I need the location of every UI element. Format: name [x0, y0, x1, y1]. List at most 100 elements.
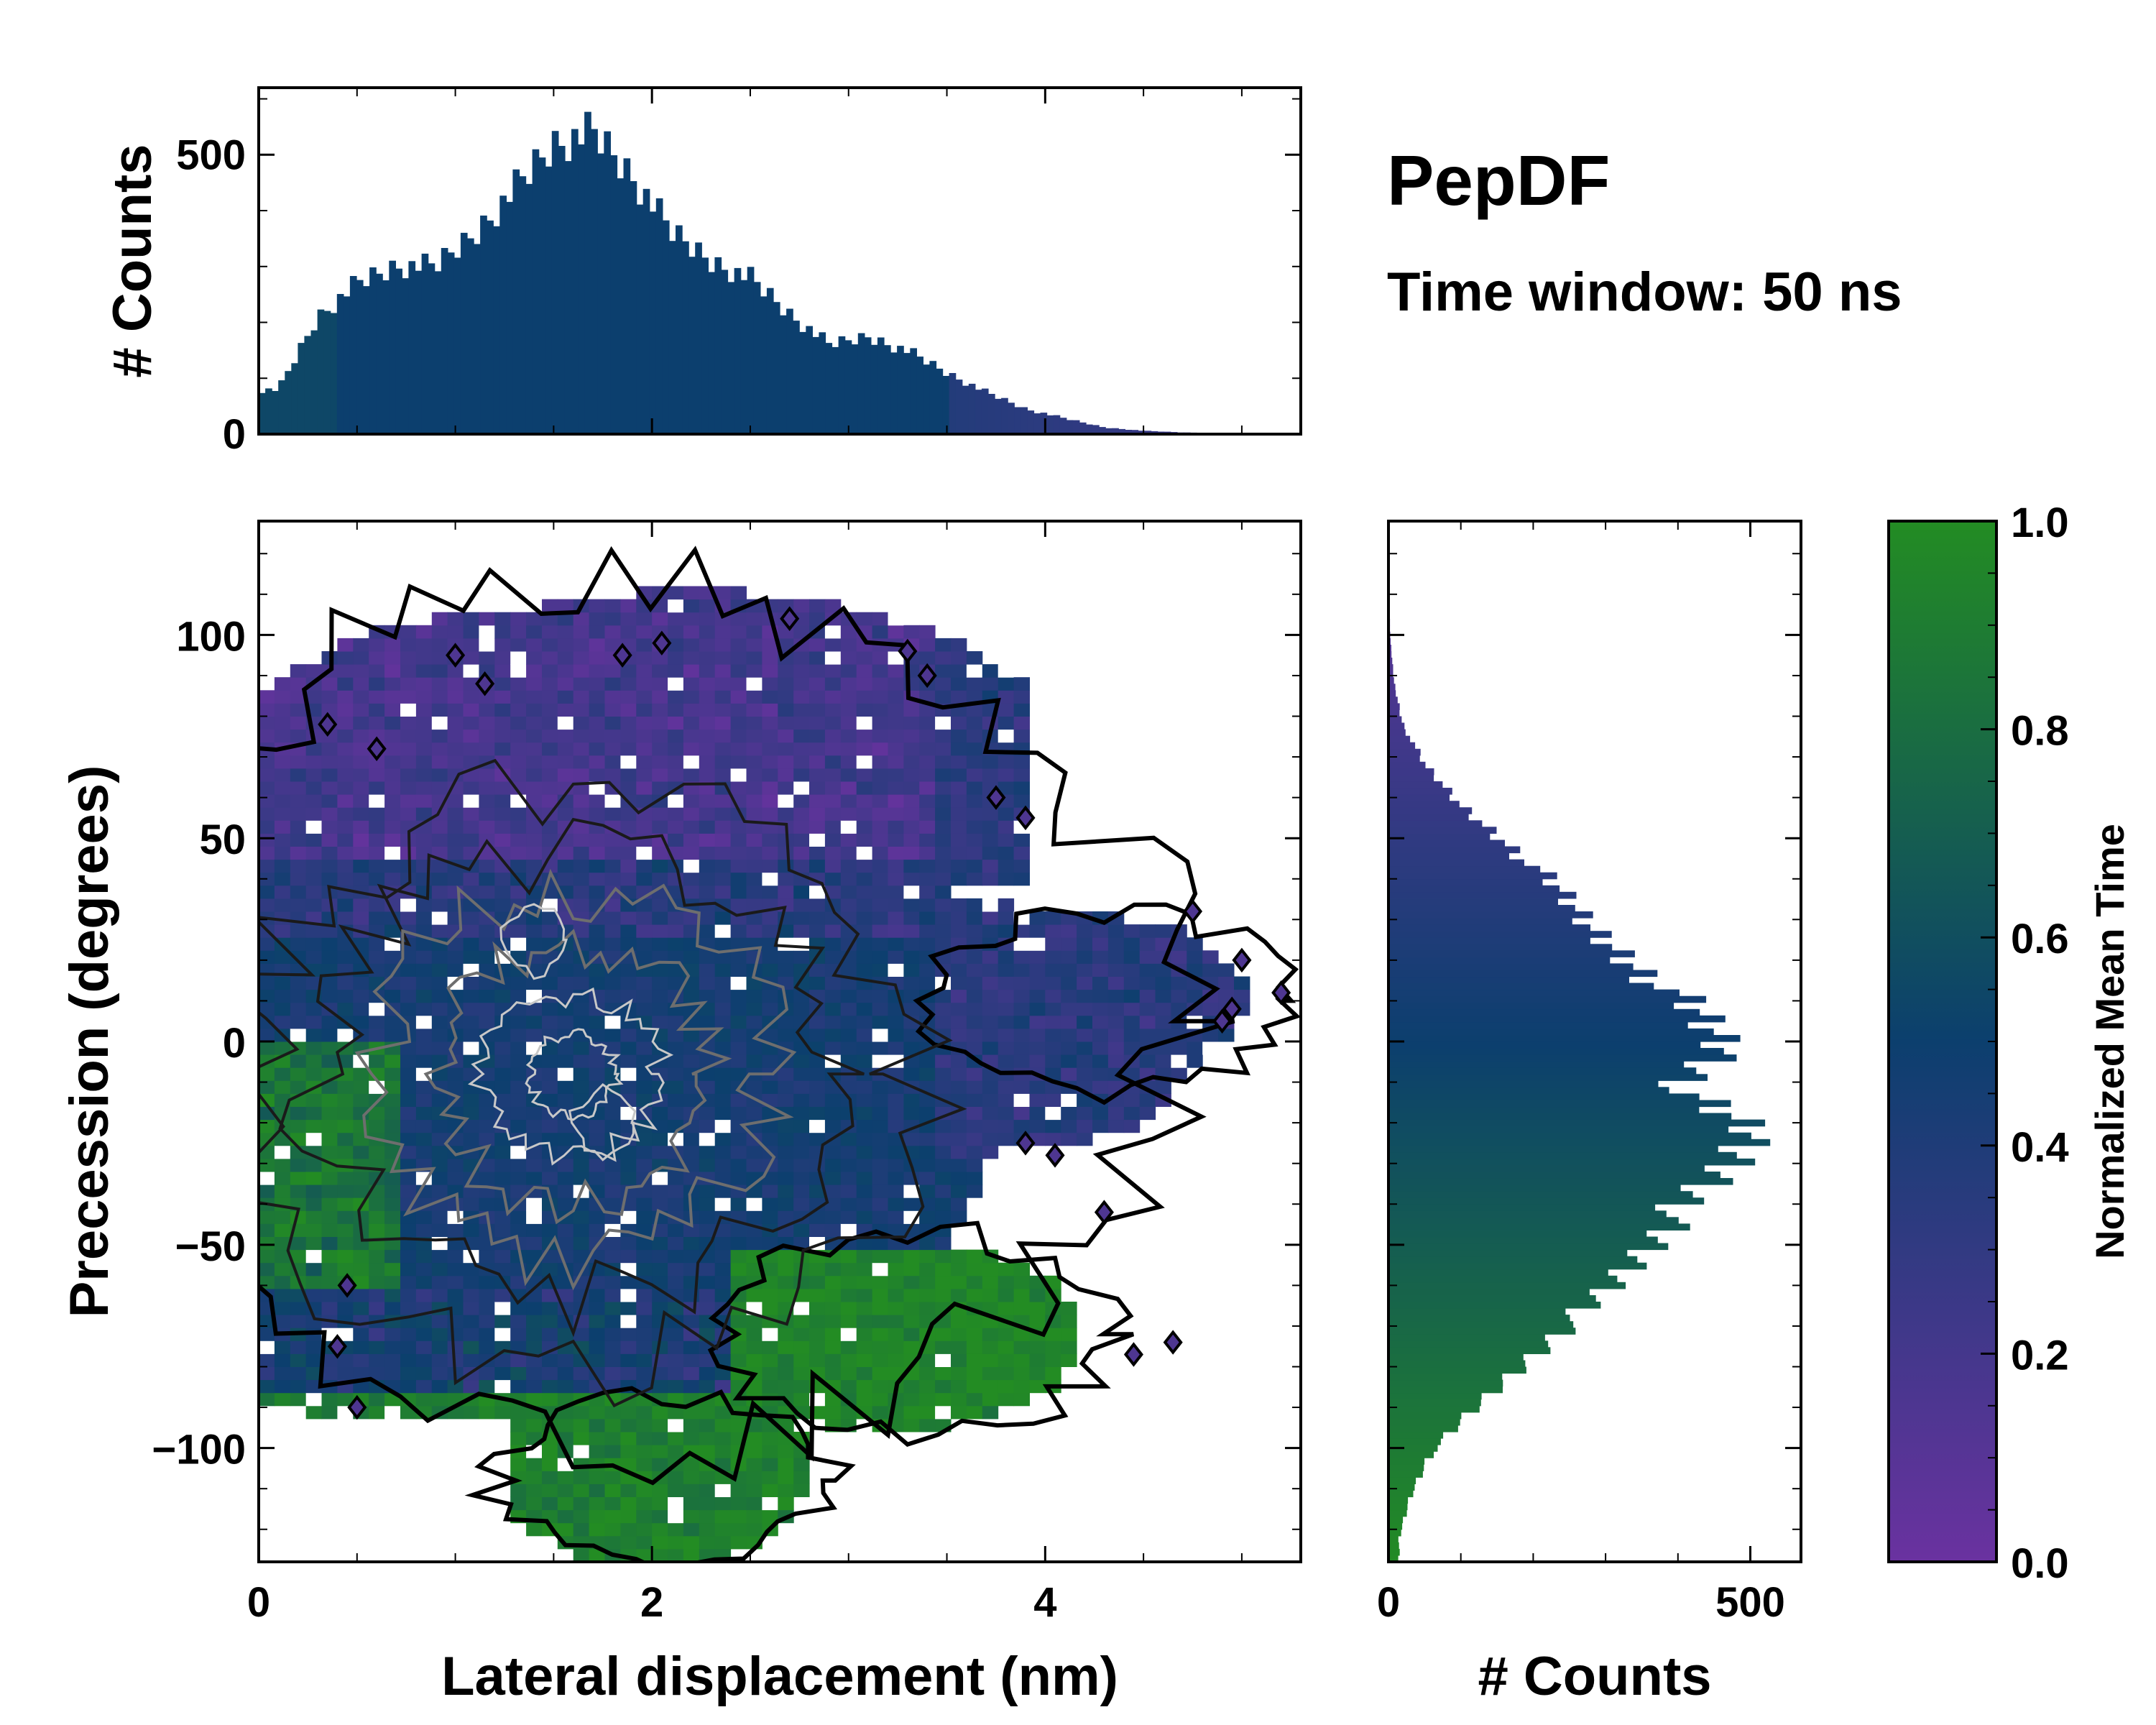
heatmap-cell	[604, 703, 621, 717]
right-histogram-bar	[1388, 1484, 1415, 1491]
heatmap-cell	[778, 755, 794, 769]
heatmap-cell	[652, 612, 668, 626]
heatmap-cell	[966, 963, 983, 977]
heatmap-cell	[384, 807, 401, 821]
right-histogram-bar	[1388, 963, 1634, 970]
heatmap-cell	[824, 1315, 842, 1328]
heatmap-cell	[290, 1184, 307, 1198]
heatmap-cell	[746, 911, 763, 925]
heatmap-cell	[793, 742, 810, 756]
heatmap-cell	[636, 1236, 653, 1251]
heatmap-cell	[463, 1080, 479, 1094]
heatmap-cell	[809, 1106, 826, 1121]
heatmap-cell	[683, 1418, 700, 1432]
heatmap-cell	[935, 859, 952, 873]
heatmap-cell	[746, 1288, 763, 1302]
heatmap-cell	[919, 833, 936, 847]
heatmap-cell	[274, 768, 291, 782]
heatmap-cell	[1013, 1015, 1030, 1029]
heatmap-cell	[919, 1158, 936, 1172]
heatmap-cell	[903, 1106, 920, 1121]
heatmap-cell	[259, 1328, 275, 1341]
heatmap-cell	[415, 1315, 433, 1328]
heatmap-cell	[636, 768, 653, 782]
heatmap-cell	[840, 1028, 857, 1042]
top-histogram-bar	[1151, 431, 1158, 434]
heatmap-cell	[479, 1132, 495, 1146]
top-histogram-bar	[363, 286, 370, 434]
heatmap-cell	[872, 1379, 888, 1394]
heatmap-cell	[620, 1484, 637, 1497]
heatmap-cell	[573, 1002, 590, 1016]
right-histogram-bar	[1388, 768, 1434, 776]
right-histogram-bar	[1388, 1008, 1700, 1016]
colorbar-tick-label: 0.4	[2011, 1124, 2069, 1171]
heatmap-cell	[1045, 1353, 1061, 1367]
heatmap-cell	[935, 924, 952, 938]
heatmap-cell	[652, 1379, 668, 1394]
heatmap-cell	[1045, 911, 1061, 925]
heatmap-cell	[620, 976, 637, 990]
top-histogram-bar	[1085, 424, 1093, 434]
heatmap-cell	[431, 1275, 448, 1289]
heatmap-cell	[400, 1119, 417, 1133]
heatmap-cell	[384, 794, 401, 808]
heatmap-cell	[604, 950, 621, 964]
heatmap-cell	[793, 794, 810, 808]
heatmap-cell	[872, 1028, 888, 1042]
heatmap-cell	[856, 755, 873, 769]
heatmap-cell	[714, 1080, 732, 1094]
heatmap-cell	[903, 1262, 920, 1276]
heatmap-cell	[542, 1366, 558, 1381]
heatmap-cell	[652, 1315, 668, 1328]
heatmap-cell	[762, 1132, 778, 1146]
heatmap-cell	[636, 664, 653, 678]
heatmap-cell	[259, 1041, 275, 1055]
heatmap-cell	[730, 1223, 747, 1237]
heatmap-cell	[998, 924, 1015, 938]
heatmap-cell	[259, 1262, 275, 1276]
heatmap-cell	[668, 716, 684, 730]
right-histogram-bars	[1388, 586, 1771, 1563]
heatmap-cell	[447, 742, 464, 756]
heatmap-cell	[668, 1535, 684, 1550]
heatmap-cell	[919, 1210, 936, 1224]
heatmap-cell	[951, 768, 967, 782]
right-histogram-bar	[1388, 1249, 1628, 1257]
heatmap-cell	[337, 846, 354, 860]
heatmap-cell	[683, 1132, 700, 1146]
heatmap-cell	[746, 846, 763, 860]
right-histogram-bar	[1388, 664, 1393, 671]
heatmap-cell	[1029, 1002, 1046, 1016]
heatmap-cell	[636, 1353, 653, 1367]
heatmap-cell	[1139, 963, 1156, 977]
heatmap-cell	[888, 1340, 904, 1354]
heatmap-cell	[998, 1366, 1015, 1381]
top-histogram-bar	[942, 376, 950, 434]
heatmap-cell	[668, 976, 684, 990]
heatmap-cell	[1107, 937, 1125, 951]
heatmap-cell	[840, 781, 857, 795]
heatmap-cell	[557, 1184, 574, 1198]
top-histogram-bar	[642, 188, 650, 434]
heatmap-cell	[714, 1445, 732, 1458]
heatmap-cell	[888, 1249, 904, 1264]
heatmap-cell	[526, 1288, 543, 1302]
heatmap-xtick-label: 2	[640, 1579, 663, 1626]
heatmap-cell	[589, 1509, 605, 1524]
heatmap-cell	[604, 807, 621, 821]
heatmap-cell	[620, 1418, 637, 1432]
colorbar: 0.00.20.40.60.81.0 Normalized Mean Time	[1887, 500, 2132, 1587]
heatmap-cell	[337, 1184, 354, 1198]
right-histogram-bar	[1388, 1236, 1658, 1244]
heatmap-cell	[463, 625, 479, 639]
heatmap-cell	[919, 1262, 936, 1276]
heatmap-cell	[589, 1315, 605, 1328]
heatmap-cell	[730, 1002, 747, 1016]
heatmap-cell	[479, 1172, 495, 1185]
heatmap-cell	[903, 976, 920, 990]
heatmap-cell	[353, 768, 369, 782]
heatmap-cell	[746, 898, 763, 912]
heatmap-cell	[1123, 1002, 1141, 1016]
heatmap-cell	[1061, 1093, 1077, 1107]
